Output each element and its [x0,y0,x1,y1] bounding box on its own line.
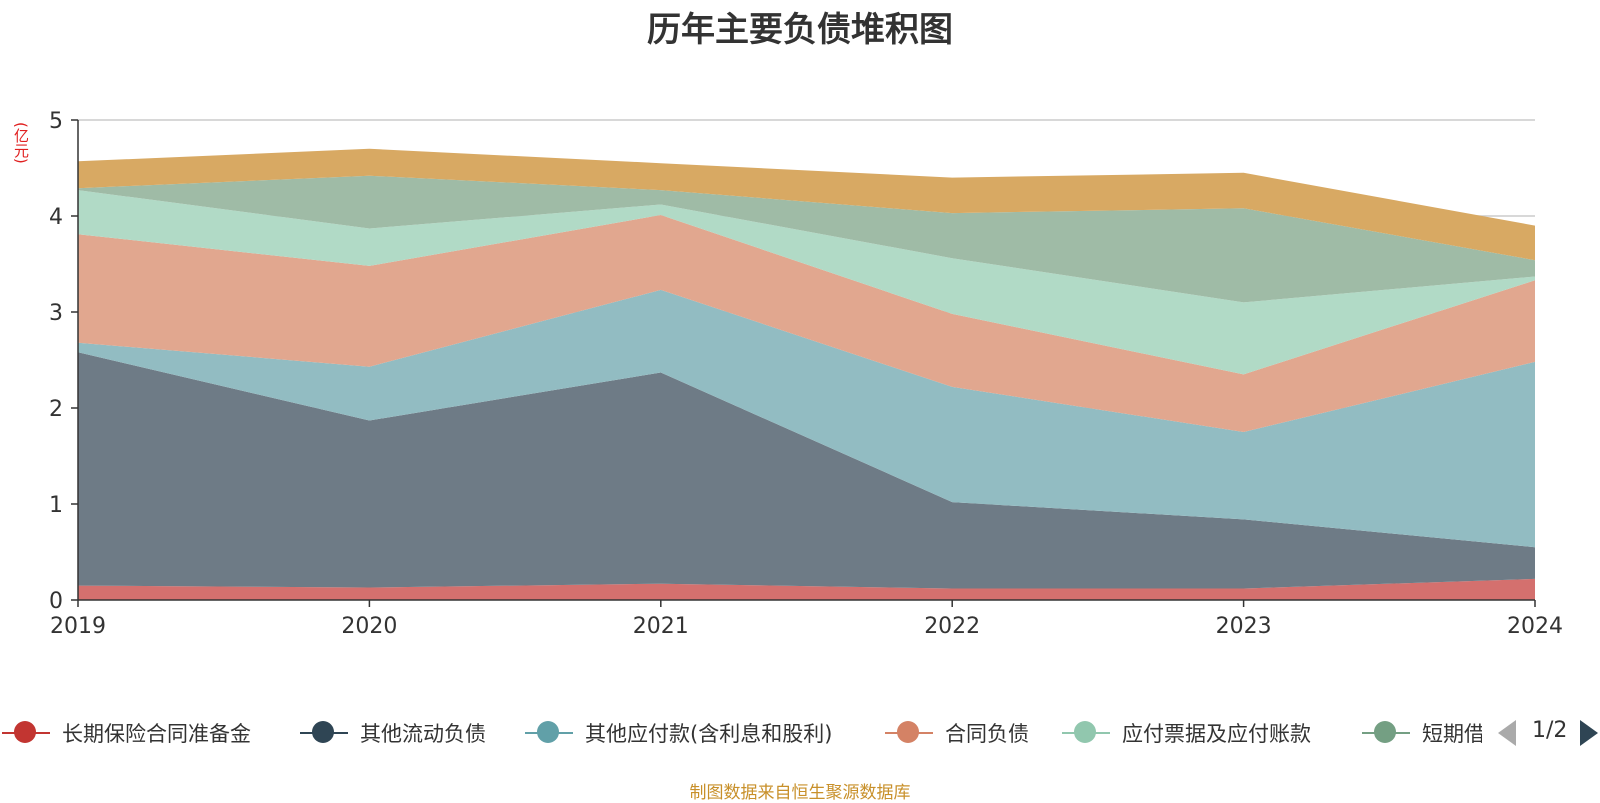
y-tick-label: 1 [49,493,63,518]
legend-circle-icon [14,721,36,743]
x-tick-label: 2023 [1216,614,1272,639]
legend-label: 其他流动负债 [360,722,486,746]
legend-circle-icon [1374,721,1396,743]
area-series-4 [78,215,1535,432]
area-series-6 [78,175,1535,303]
x-tick-label: 2022 [924,614,980,639]
legend-label: 应付票据及应付账款 [1122,722,1311,746]
legend-circle-icon [537,721,559,743]
legend-pager: 1/2 [1498,710,1600,754]
area-series-1 [78,578,1535,600]
y-tick-label: 2 [49,397,63,422]
y-tick-label: 3 [49,301,63,326]
y-tick-label: 4 [49,205,63,230]
legend: 长期保险合同准备金 其他流动负债 其他应付款(含利息和股利) 合同负债 应付票据及应付账… [0,710,1600,754]
x-tick-label: 2020 [341,614,397,639]
legend-label: 短期借款 [1422,722,1482,746]
legend-label: 长期保险合同准备金 [62,722,251,746]
x-tick-label: 2024 [1507,614,1563,639]
y-axis-unit-label: (亿元) [12,122,30,164]
y-tick-label: 5 [49,109,63,134]
stacked-area-chart: 0 1 2 3 4 5 2019 2020 2021 2022 2023 2024 [49,109,1563,639]
x-tick-label: 2019 [50,614,106,639]
area-series-5 [78,190,1535,375]
area-series [78,148,1535,600]
axes: 0 1 2 3 4 5 2019 2020 2021 2022 2023 2024 [49,109,1563,639]
legend-page-label: 1/2 [1532,718,1568,743]
x-tick-label: 2021 [633,614,689,639]
legend-circle-icon [1074,721,1096,743]
area-series-3 [78,289,1535,548]
y-tick-label: 0 [49,589,63,614]
legend-circle-icon [312,721,334,743]
data-source-note: 制图数据来自恒生聚源数据库 [689,783,911,803]
legend-label: 其他应付款(含利息和股利) [585,722,833,746]
legend-label: 合同负债 [945,722,1029,746]
legend-circle-icon [897,721,919,743]
legend-items: 长期保险合同准备金 其他流动负债 其他应付款(含利息和股利) 合同负债 应付票据及应付账… [0,710,1482,754]
prev-page-icon[interactable] [1498,720,1516,746]
chart-title: 历年主要负债堆积图 [647,10,953,50]
area-series-2 [78,352,1535,589]
area-series-7 [78,148,1535,261]
next-page-icon[interactable] [1580,720,1598,746]
